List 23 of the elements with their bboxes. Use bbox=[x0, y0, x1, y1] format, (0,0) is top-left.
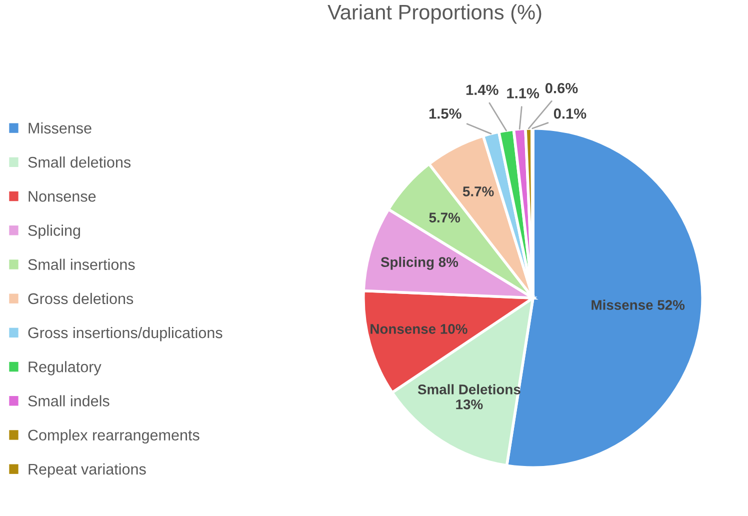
data-label: Missense 52% bbox=[592, 300, 685, 310]
data-label: 0.1% bbox=[554, 108, 586, 119]
data-label: 1.1% bbox=[507, 88, 540, 98]
legend-label: Small deletions bbox=[28, 156, 131, 168]
legend-label: Complex rearrangements bbox=[28, 429, 200, 444]
data-label: Small Deletions 13% bbox=[418, 384, 520, 410]
data-label: 1.5% bbox=[429, 108, 462, 119]
chart-title: Variant Proportions (%) bbox=[328, 4, 542, 24]
data-label: Nonsense 10% bbox=[370, 324, 468, 334]
data-label: 1.4% bbox=[466, 84, 498, 95]
legend-label: Repeat variations bbox=[28, 463, 146, 478]
legend-label: Small indels bbox=[28, 395, 110, 406]
legend-label: Nonsense bbox=[28, 191, 96, 202]
data-label: 5.7% bbox=[429, 212, 460, 222]
data-label: 0.6% bbox=[545, 82, 578, 94]
data-label: Splicing 8% bbox=[380, 256, 458, 270]
legend-label: Missense bbox=[28, 122, 92, 134]
legend-label: Regulatory bbox=[28, 361, 102, 376]
legend-label: Gross insertions/duplications bbox=[28, 326, 222, 342]
data-label: 5.7% bbox=[462, 186, 494, 196]
legend-label: Gross deletions bbox=[28, 292, 134, 304]
legend-label: Small insertions bbox=[28, 258, 135, 270]
legend-label: Splicing bbox=[28, 224, 80, 239]
